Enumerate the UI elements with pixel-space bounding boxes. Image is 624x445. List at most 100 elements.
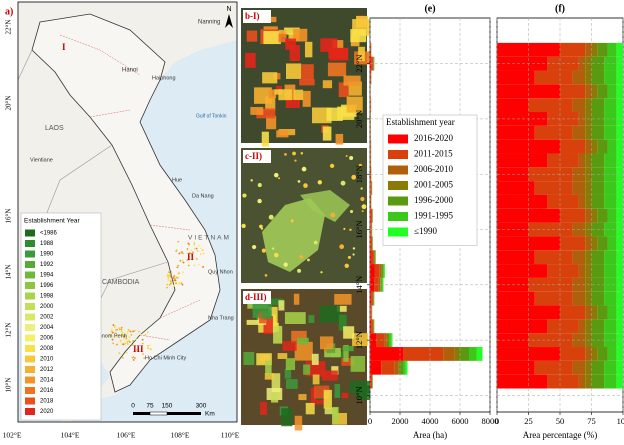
bar-segment	[585, 347, 592, 361]
lon-label: 108°E	[171, 431, 190, 440]
plantation-dot	[193, 243, 196, 246]
bar-segment	[572, 291, 586, 306]
bar-segment	[382, 264, 384, 278]
plantation-dot	[121, 331, 124, 334]
tree	[339, 244, 345, 250]
field	[321, 370, 338, 381]
panel-label: b-I)	[245, 11, 260, 21]
field	[271, 373, 281, 393]
field	[262, 72, 278, 84]
tree	[352, 247, 356, 250]
bar-segment	[591, 360, 605, 375]
field	[254, 87, 272, 104]
field	[350, 29, 367, 43]
plantation-dot	[175, 276, 178, 279]
field	[322, 80, 333, 89]
field	[305, 402, 315, 415]
tree	[330, 212, 336, 218]
tree	[349, 209, 354, 214]
bar-segment	[370, 70, 371, 85]
bar-segment	[607, 305, 617, 320]
plantation-dot	[122, 333, 125, 336]
bar-segment	[585, 236, 592, 251]
legend-label: 2004	[40, 325, 54, 331]
bar-segment	[528, 222, 573, 237]
plantation-dot	[168, 283, 171, 286]
plantation-dot	[111, 331, 114, 334]
plantation-dot	[196, 258, 198, 260]
field	[341, 392, 349, 399]
chart-title: (f)	[555, 3, 565, 14]
x-tick-label: 4000	[422, 416, 439, 426]
tree	[260, 227, 264, 230]
lon-label: 102°E	[3, 431, 22, 440]
plantation-dot	[126, 330, 129, 333]
bar-segment	[604, 112, 617, 126]
bar-segment	[591, 236, 598, 251]
plantation-dot	[167, 279, 170, 281]
field	[286, 63, 302, 79]
bar-segment	[585, 305, 592, 320]
scale-bar	[149, 411, 168, 416]
field	[324, 407, 338, 415]
plantation-dot	[177, 264, 180, 267]
plantation-dot	[129, 330, 132, 333]
bar-segment	[394, 360, 399, 375]
plantation-dot	[200, 247, 202, 250]
plantation-dot	[132, 330, 134, 333]
field	[335, 133, 344, 145]
plantation-dot	[168, 275, 170, 277]
bar-segment	[534, 181, 573, 195]
plantation-dot	[131, 356, 134, 359]
bar-segment	[585, 208, 592, 223]
bar-segment	[454, 347, 460, 361]
legend-label: 2011-2015	[414, 149, 453, 159]
plantation-dot	[115, 336, 118, 339]
y-tick-label: 10°N	[354, 386, 364, 404]
tree	[271, 247, 275, 250]
tree	[299, 255, 304, 259]
legend-label: 2001-2005	[414, 180, 453, 190]
bar-segment	[616, 374, 623, 389]
legend-swatch	[25, 387, 35, 394]
bar-segment	[607, 84, 617, 99]
field	[308, 315, 315, 323]
bar-segment	[585, 42, 592, 57]
plantation-dot	[187, 264, 190, 267]
bar-segment	[591, 98, 605, 113]
plantation-dot	[148, 344, 151, 347]
bar-segment	[616, 139, 623, 154]
plantation-dot	[125, 351, 128, 354]
bar-segment	[597, 139, 608, 154]
legend-label: 2002	[40, 315, 54, 321]
tree	[294, 159, 297, 162]
bar-segment	[572, 181, 586, 195]
bar-segment	[604, 56, 617, 71]
tree	[284, 152, 287, 156]
legend-label: 1994	[40, 273, 54, 279]
field	[334, 383, 341, 398]
x-tick-label: 0	[495, 416, 499, 426]
bar-segment	[578, 153, 586, 168]
panel-label: c-II)	[245, 151, 262, 161]
place-label: Phnom Penh	[95, 333, 127, 339]
tree	[361, 204, 367, 210]
bar-segment	[572, 125, 586, 140]
plantation-dot	[182, 261, 185, 264]
plantation-patch	[300, 190, 350, 222]
bar-segment	[497, 291, 535, 306]
field	[294, 415, 303, 431]
bar-segment	[378, 277, 381, 292]
tree	[347, 255, 352, 259]
field	[319, 336, 334, 350]
plantation-dot	[123, 334, 126, 337]
bar-segment	[604, 167, 617, 182]
plantation-dot	[144, 333, 147, 336]
bar-segment	[607, 347, 617, 361]
plantation-dot	[188, 255, 191, 258]
plantation-dot	[169, 280, 172, 282]
plantation-dot	[147, 345, 149, 347]
legend-label: 2006-2010	[414, 164, 453, 174]
panel-label-bg	[243, 291, 271, 304]
region-label: I	[62, 42, 66, 52]
